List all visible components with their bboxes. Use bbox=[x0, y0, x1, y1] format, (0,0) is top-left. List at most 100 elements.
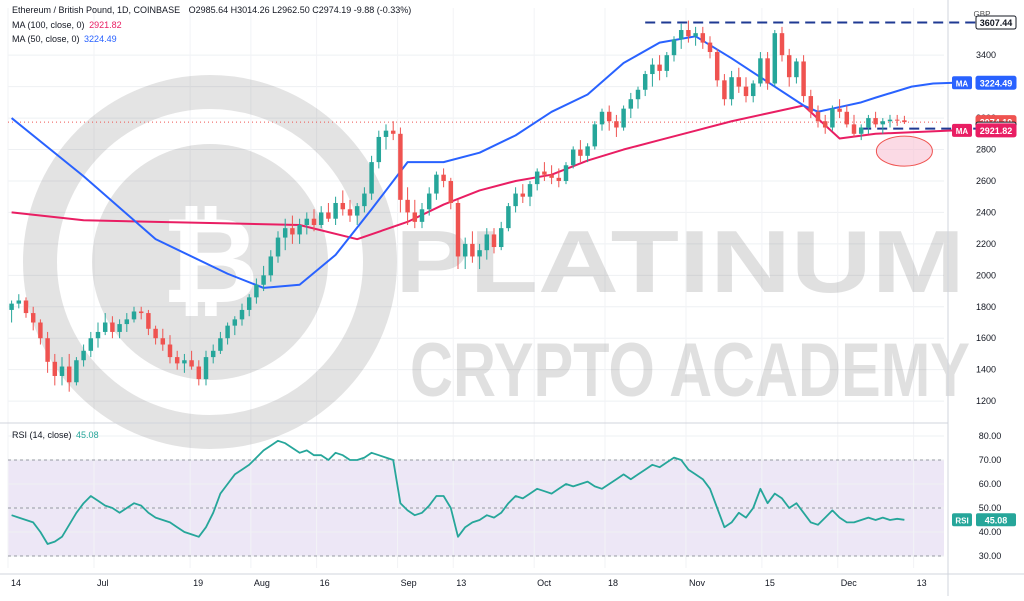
candle bbox=[326, 202, 331, 222]
rsi-tag-box bbox=[952, 513, 972, 527]
candle bbox=[772, 30, 778, 87]
candle-body bbox=[167, 344, 173, 358]
candle-body bbox=[81, 350, 86, 361]
candle bbox=[642, 70, 648, 97]
candle-body bbox=[506, 206, 511, 229]
rsi-tick-label: 60.00 bbox=[979, 479, 1002, 489]
candle bbox=[844, 105, 850, 128]
candle-body bbox=[628, 99, 634, 109]
candle-body bbox=[513, 193, 518, 207]
candle-body bbox=[434, 174, 439, 194]
legend-ma50-row[interactable]: MA (50, close, 0) 3224.49 bbox=[12, 34, 117, 44]
candle bbox=[578, 140, 583, 163]
candle bbox=[794, 58, 799, 84]
candle bbox=[714, 48, 720, 87]
x-tick-label: Sep bbox=[401, 578, 417, 588]
price-label-text: 3224.49 bbox=[980, 78, 1013, 88]
candle bbox=[542, 162, 547, 181]
candle-body bbox=[729, 77, 734, 100]
candle bbox=[563, 162, 569, 185]
candle bbox=[549, 165, 554, 185]
candle-body bbox=[30, 313, 36, 323]
watermark-ring bbox=[23, 75, 397, 449]
watermark-disc bbox=[92, 144, 328, 380]
candle-body bbox=[59, 366, 65, 376]
price-tick-label: 2400 bbox=[976, 207, 996, 217]
candle-body bbox=[844, 111, 850, 125]
watermark-line1: PLATINUM bbox=[395, 212, 965, 311]
x-tick-label: 16 bbox=[320, 578, 330, 588]
price-label-box bbox=[975, 75, 1017, 90]
candle bbox=[664, 52, 670, 78]
candle-body bbox=[340, 202, 346, 210]
candle-body bbox=[23, 300, 29, 314]
candle bbox=[671, 36, 677, 62]
candle bbox=[318, 206, 324, 229]
candle-body bbox=[174, 357, 180, 364]
candle bbox=[887, 114, 893, 128]
candle bbox=[210, 344, 216, 364]
candle-body bbox=[88, 338, 94, 351]
candle bbox=[686, 20, 691, 43]
candle-body bbox=[470, 243, 475, 257]
candle bbox=[153, 325, 158, 345]
candle bbox=[902, 115, 907, 124]
ma-tag-text: MA bbox=[956, 127, 969, 136]
candle-body bbox=[635, 89, 641, 100]
price-tick-label: 2200 bbox=[976, 239, 996, 249]
candle bbox=[340, 190, 346, 216]
candle bbox=[30, 306, 36, 331]
candle-body bbox=[376, 136, 382, 163]
candle bbox=[304, 212, 310, 235]
candle bbox=[182, 353, 187, 373]
candle-body bbox=[743, 86, 749, 97]
rsi-tick-label: 80.00 bbox=[979, 431, 1002, 441]
candle bbox=[16, 294, 22, 309]
price-tick-label: 2800 bbox=[976, 145, 996, 155]
legend-rsi-row[interactable]: RSI (14, close) 45.08 bbox=[12, 430, 99, 440]
candle bbox=[232, 316, 238, 336]
x-tick-label: Oct bbox=[537, 578, 552, 588]
candle bbox=[333, 196, 338, 226]
rsi-tag-text: RSI bbox=[955, 516, 968, 525]
candle bbox=[239, 303, 245, 326]
candle-body bbox=[700, 33, 706, 43]
candle bbox=[599, 108, 605, 131]
rsi-line bbox=[11, 439, 905, 545]
candle bbox=[678, 23, 684, 49]
candle-body bbox=[772, 33, 778, 84]
candle-body bbox=[110, 322, 115, 332]
candle-body bbox=[369, 162, 374, 194]
candle-body bbox=[218, 338, 223, 351]
candle-body bbox=[275, 237, 281, 257]
candle-body bbox=[362, 193, 367, 207]
candle bbox=[347, 199, 353, 222]
candle bbox=[131, 306, 137, 323]
price-label-box bbox=[975, 123, 1017, 138]
candle-body bbox=[448, 180, 454, 203]
candle bbox=[570, 146, 576, 169]
x-tick-label: Jul bbox=[97, 578, 109, 588]
candle bbox=[117, 319, 122, 339]
candle-body bbox=[462, 243, 468, 257]
candle-body bbox=[203, 357, 209, 380]
candle bbox=[369, 155, 374, 200]
watermark-bitcoin-icon: ₿ bbox=[161, 194, 259, 328]
candle bbox=[45, 331, 50, 373]
legend-title-row: Ethereum / British Pound, 1D, COINBASE O… bbox=[12, 5, 411, 15]
annotation-ellipse bbox=[875, 135, 933, 167]
candle-body bbox=[74, 360, 79, 383]
candle bbox=[74, 357, 79, 386]
candle-body bbox=[520, 193, 526, 197]
candle-body bbox=[124, 319, 130, 325]
candle bbox=[138, 306, 144, 320]
legend-ma100-row[interactable]: MA (100, close, 0) 2921.82 bbox=[12, 20, 122, 30]
candle bbox=[506, 202, 511, 232]
price-tick-label: 3400 bbox=[976, 50, 996, 60]
price-label-text: 2921.82 bbox=[980, 126, 1013, 136]
candle-body bbox=[304, 218, 310, 226]
x-tick-label: Aug bbox=[254, 578, 270, 588]
candle bbox=[606, 105, 612, 131]
candle bbox=[275, 231, 281, 263]
